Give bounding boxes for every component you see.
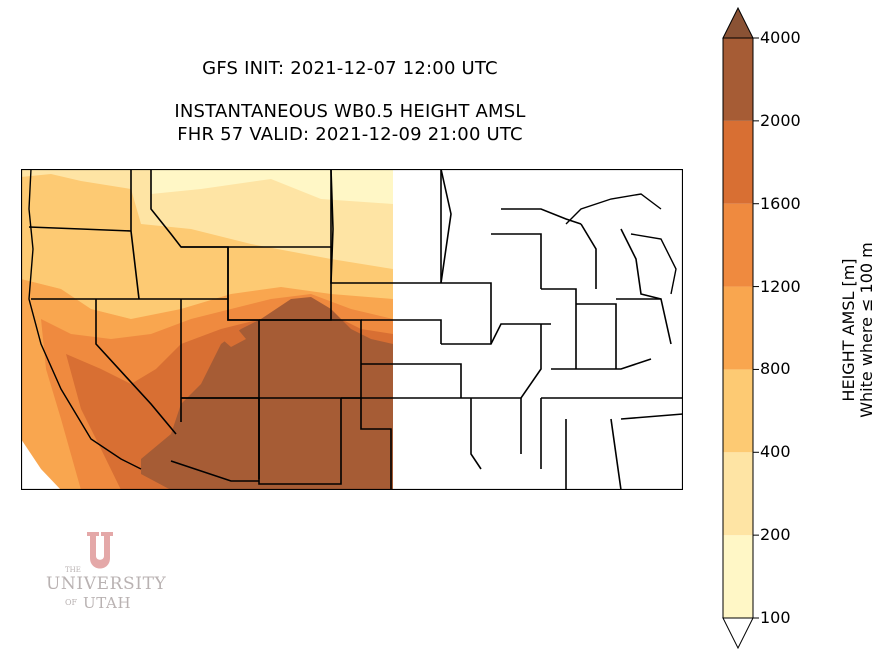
colorbar-tick-label: 800 [760, 359, 791, 379]
colorbar-segment [723, 535, 753, 618]
map-frame [21, 169, 683, 490]
logo-utah: UTAH [83, 594, 132, 612]
map-panel [21, 169, 683, 490]
colorbar-tick-label: 4000 [760, 28, 801, 47]
colorbar-segment [723, 203, 753, 287]
logo-the: THE [65, 566, 81, 574]
colorbar-segment [723, 369, 753, 453]
colorbar-title-line1: HEIGHT AMSL [m] [839, 258, 858, 402]
logo-of: OF [65, 598, 78, 607]
init-title: GFS INIT: 2021-12-07 12:00 UTC [202, 58, 498, 79]
block-u-icon [87, 532, 113, 569]
colorbar-tick-label: 2000 [760, 110, 801, 130]
colorbar-extend-over [722, 6, 754, 39]
product-title: INSTANTANEOUS WB0.5 HEIGHT AMSL [174, 101, 526, 122]
logo-university: UNIVERSITY [46, 574, 167, 594]
colorbar-tick-label: 100 [760, 608, 791, 627]
colorbar-title-line2: White where ≤ 100 m [857, 242, 876, 418]
colorbar-segment [723, 286, 753, 370]
colorbar-tick-label: 200 [760, 525, 791, 545]
coastlines-and-lakes [28, 169, 677, 470]
colorbar-segment [723, 452, 753, 536]
colorbar-tick-label: 1200 [760, 276, 801, 296]
colorbar-segment [723, 38, 753, 121]
colorbar-segment [723, 120, 753, 204]
colorbar [722, 6, 759, 650]
colorbar-tick-label: 1600 [760, 193, 801, 213]
colorbar-tick-label: 400 [760, 442, 791, 462]
valid-time-title: FHR 57 VALID: 2021-12-09 21:00 UTC [177, 124, 523, 145]
colorbar-ticks [753, 37, 759, 619]
university-logo: THE UNIVERSITY OF UTAH [40, 530, 166, 620]
shaded-field [21, 169, 393, 490]
state-boundaries [28, 169, 683, 490]
colorbar-segments [722, 37, 754, 619]
colorbar-extend-under [722, 617, 754, 650]
